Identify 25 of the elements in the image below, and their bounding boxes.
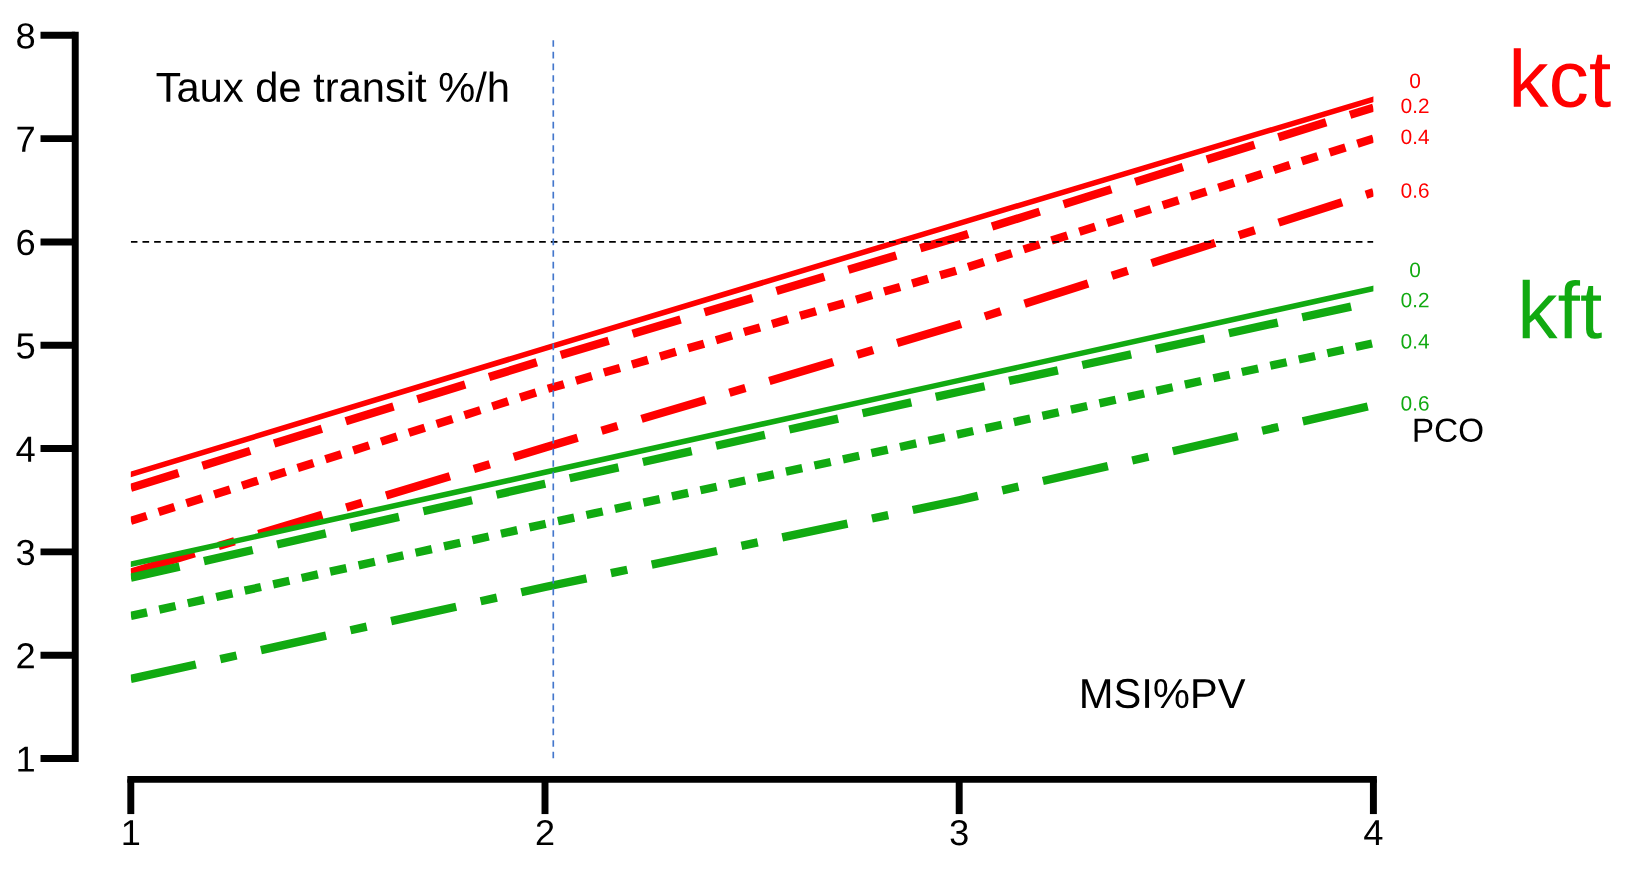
y-tick-label: 4 xyxy=(16,436,35,462)
y-tick-label: 6 xyxy=(17,229,35,256)
x-tick-label: 1 xyxy=(123,820,140,846)
y-tick-label: 5 xyxy=(17,333,35,359)
series-label: 0.6 xyxy=(1401,396,1429,411)
text: PCO xyxy=(1414,418,1483,443)
series-label: 0 xyxy=(1410,73,1421,89)
text: kft xyxy=(1522,279,1602,339)
series-label: 0.2 xyxy=(1401,292,1429,308)
y-tick-label: 3 xyxy=(16,539,35,566)
series-label: 0.4 xyxy=(1401,129,1429,145)
y-tick-label: 2 xyxy=(17,643,34,669)
y-tick-label: 7 xyxy=(17,126,34,152)
series-label: 0.6 xyxy=(1401,183,1429,198)
text: Taux de transit %/h xyxy=(156,71,508,103)
x-axis-title: MSI%PV xyxy=(1082,678,1246,709)
x-tick-label: 3 xyxy=(950,819,968,846)
y-tick-label: 1 xyxy=(18,746,34,772)
series-label: 0 xyxy=(1410,262,1421,278)
series-label: 0.2 xyxy=(1401,98,1429,114)
series-label: 0.4 xyxy=(1401,334,1429,349)
text: kct xyxy=(1513,48,1611,108)
y-tick-label: 8 xyxy=(17,23,35,49)
x-tick-label: 4 xyxy=(1364,820,1383,846)
x-tick-label: 2 xyxy=(536,819,554,846)
